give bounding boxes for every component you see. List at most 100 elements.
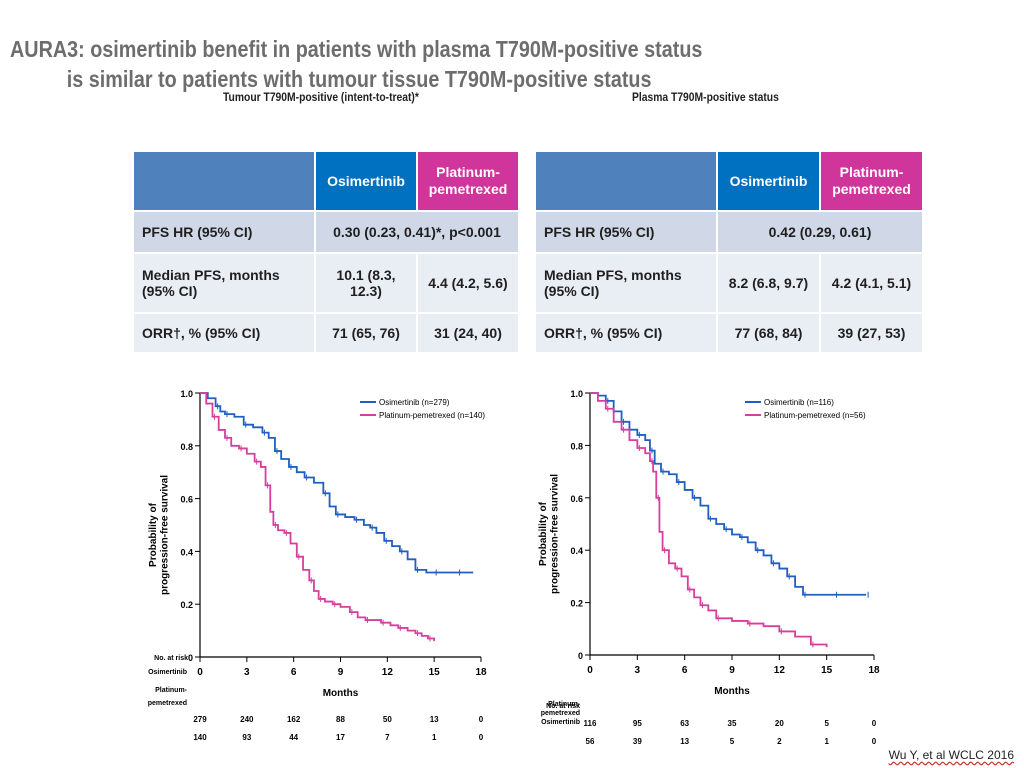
table-header-blank — [536, 152, 716, 210]
chart2-x-tick-label: 15 — [821, 665, 833, 676]
table-header-platinum: Platinum-pemetrexed — [418, 152, 518, 210]
citation: Wu Y, et al WCLC 2016 — [888, 748, 1014, 762]
chart1-at-risk-value: 0 — [479, 733, 484, 742]
chart2-y-tick-label: 1.0 — [570, 389, 583, 399]
chart1-y-tick-label: 0 — [188, 653, 193, 663]
chart1-x-tick-label: 12 — [382, 667, 394, 678]
chart1-at-risk-value: 17 — [336, 733, 345, 742]
chart1-at-risk-label-platinum: Platinum- — [155, 687, 188, 694]
chart1-y-tick-label: 0.6 — [180, 495, 193, 505]
chart2-at-risk-value: 63 — [680, 719, 689, 728]
chart1-at-risk-value: 13 — [430, 715, 439, 724]
chart2-x-tick-label: 0 — [587, 665, 593, 676]
chart1-y-tick-label: 0.4 — [180, 547, 193, 557]
chart1-osimertinib-curve — [200, 392, 474, 574]
chart2-at-risk-value: 0 — [872, 737, 877, 746]
chart2-at-risk-value: 116 — [584, 719, 597, 728]
chart2-at-risk-value: 13 — [680, 737, 689, 746]
chart2-x-tick-label: 3 — [635, 665, 641, 676]
chart1-at-risk-value: 1 — [432, 733, 437, 742]
chart1-x-tick-label: 6 — [291, 667, 297, 678]
chart2-at-risk-value: 2 — [777, 737, 782, 746]
platinum-value: 31 (24, 40) — [418, 314, 518, 352]
chart2-x-tick-label: 12 — [774, 665, 786, 676]
chart1-x-tick-label: 3 — [244, 667, 250, 678]
table-header-osimertinib: Osimertinib — [316, 152, 416, 210]
chart2-at-risk-value: 5 — [730, 737, 735, 746]
merged-value: 0.42 (0.29, 0.61) — [718, 212, 922, 252]
chart1-x-axis-label: Months — [323, 688, 359, 699]
table-header-osimertinib: Osimertinib — [718, 152, 819, 210]
row-label: Median PFS, months (95% CI) — [536, 254, 716, 312]
chart1-x-tick-label: 0 — [197, 667, 203, 678]
chart2-y-tick-label: 0.2 — [570, 599, 583, 609]
chart2-osimertinib-curve — [590, 392, 867, 596]
chart2-y-tick-label: 0.4 — [570, 546, 583, 556]
table-header-platinum: Platinum-pemetrexed — [821, 152, 922, 210]
plasma-results-table: Osimertinib Platinum-pemetrexed PFS HR (… — [534, 150, 924, 354]
chart2-legend-label: Osimertinib (n=116) — [764, 398, 834, 407]
row-label: PFS HR (95% CI) — [536, 212, 716, 252]
chart2-at-risk-value: 56 — [586, 737, 595, 746]
osimertinib-value: 77 (68, 84) — [718, 314, 819, 352]
chart1-at-risk-label-platinum-cont: pemetrexed — [148, 700, 187, 707]
table-row: PFS HR (95% CI) 0.42 (0.29, 0.61) — [536, 212, 922, 252]
chart1-at-risk-value: 140 — [193, 733, 207, 742]
chart1-at-risk-value: 279 — [193, 715, 207, 724]
chart1-at-risk-value: 162 — [287, 715, 301, 724]
chart2-y-tick-label: 0.6 — [570, 494, 583, 504]
chart2-at-risk-value: 35 — [728, 719, 737, 728]
chart2-platinum-curve — [590, 392, 828, 648]
chart2-at-risk-heading: No. at risk — [546, 703, 580, 710]
chart2-at-risk-value: 95 — [633, 719, 642, 728]
table-row: ORR†, % (95% CI) 71 (65, 76) 31 (24, 40) — [134, 314, 518, 352]
chart2-y-tick-label: 0 — [578, 651, 583, 661]
chart1-at-risk-value: 240 — [240, 715, 254, 724]
right-panel-heading: Plasma T790M-positive status — [632, 90, 779, 104]
chart1-at-risk-value: 44 — [289, 733, 298, 742]
slide-title: AURA3: osimertinib benefit in patients w… — [10, 34, 702, 94]
chart1-x-tick-label: 18 — [475, 667, 487, 678]
chart1-at-risk-value: 93 — [242, 733, 251, 742]
row-label: Median PFS, months (95% CI) — [134, 254, 314, 312]
chart1-y-tick-label: 0.8 — [180, 442, 193, 452]
chart2-x-tick-label: 6 — [682, 665, 688, 676]
chart1-at-risk-value: 50 — [383, 715, 392, 724]
chart1-platinum-curve — [200, 392, 436, 642]
left-panel-heading: Tumour T790M-positive (intent-to-treat)* — [223, 90, 419, 104]
table-row: PFS HR (95% CI) 0.30 (0.23, 0.41)*, p<0.… — [134, 212, 518, 252]
tumour-results-table: Osimertinib Platinum-pemetrexed PFS HR (… — [132, 150, 520, 354]
chart2-at-risk-label-platinum: Platinum- — [548, 701, 581, 708]
chart1-at-risk-value: 0 — [479, 715, 484, 724]
chart2-y-axis-label: Probability ofprogression-free survival — [538, 474, 561, 594]
osimertinib-value: 8.2 (6.8, 9.7) — [718, 254, 819, 312]
chart2-at-risk-value: 1 — [824, 737, 829, 746]
chart2-at-risk-value: 20 — [775, 719, 784, 728]
chart2-y-tick-label: 0.8 — [570, 441, 583, 451]
chart1-y-axis-label: Probability ofprogression-free survival — [148, 475, 171, 595]
table-row: Median PFS, months (95% CI) 8.2 (6.8, 9.… — [536, 254, 922, 312]
chart1-y-tick-label: 0.2 — [180, 600, 193, 610]
platinum-value: 4.2 (4.1, 5.1) — [821, 254, 922, 312]
row-label: PFS HR (95% CI) — [134, 212, 314, 252]
table-row: ORR†, % (95% CI) 77 (68, 84) 39 (27, 53) — [536, 314, 922, 352]
chart2-x-tick-label: 9 — [729, 665, 735, 676]
row-label: ORR†, % (95% CI) — [134, 314, 314, 352]
chart2-at-risk-label-osimertinib: Osimertinib — [541, 719, 580, 726]
table-header-blank — [134, 152, 314, 210]
chart1-at-risk-value: 88 — [336, 715, 345, 724]
chart2-at-risk-value: 5 — [824, 719, 829, 728]
chart2-legend-label: Platinum-pemetrexed (n=56) — [764, 411, 866, 420]
slide-title-line-1: AURA3: osimertinib benefit in patients w… — [10, 36, 703, 62]
chart1-at-risk-label-osimertinib: Osimertinib — [148, 669, 187, 676]
chart1-y-tick-label: 1.0 — [180, 389, 193, 399]
chart2-at-risk-label-platinum-cont: pemetrexed — [541, 710, 580, 717]
chart2-at-risk-value: 39 — [633, 737, 642, 746]
table-row: Median PFS, months (95% CI) 10.1 (8.3, 1… — [134, 254, 518, 312]
osimertinib-value: 10.1 (8.3, 12.3) — [316, 254, 416, 312]
chart1-legend-label: Platinum-pemetrexed (n=140) — [379, 411, 485, 420]
row-label: ORR†, % (95% CI) — [536, 314, 716, 352]
chart1-at-risk-heading: No. at risk — [154, 655, 188, 662]
chart1-x-tick-label: 9 — [338, 667, 344, 678]
